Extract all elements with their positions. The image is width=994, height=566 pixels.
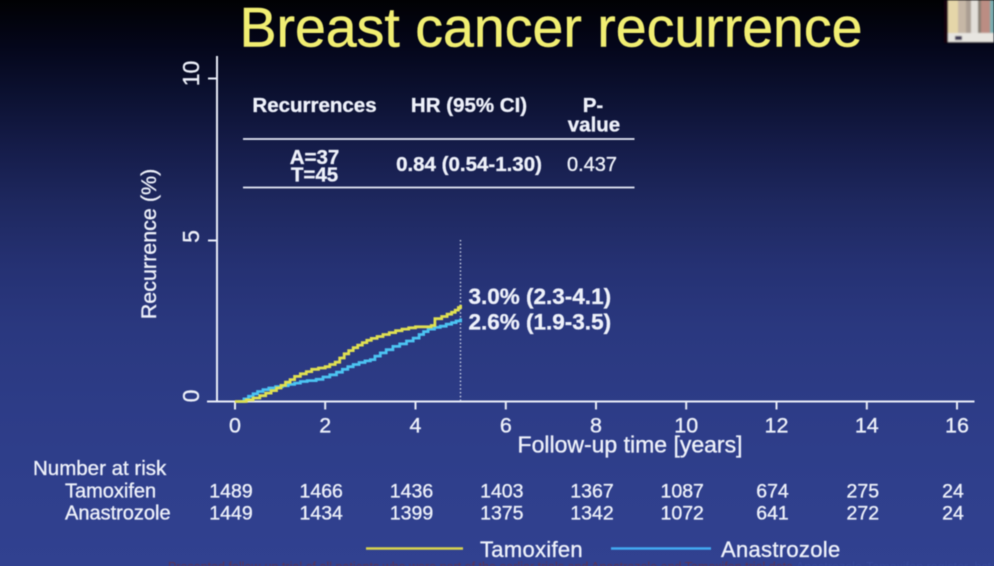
svg-text:HR (95% CI): HR (95% CI) xyxy=(411,94,527,117)
svg-text:272: 272 xyxy=(847,503,880,525)
svg-text:4: 4 xyxy=(410,414,422,438)
svg-text:3.0% (2.3-4.1): 3.0% (2.3-4.1) xyxy=(469,284,612,309)
svg-text:Breast cancer recurrence: Breast cancer recurrence xyxy=(239,0,862,59)
svg-text:1489: 1489 xyxy=(209,481,252,503)
svg-text:T=45: T=45 xyxy=(291,164,338,187)
svg-text:P-: P- xyxy=(583,94,604,117)
svg-text:1466: 1466 xyxy=(300,481,343,503)
svg-text:6: 6 xyxy=(500,414,512,438)
svg-text:1342: 1342 xyxy=(570,503,613,525)
svg-text:1434: 1434 xyxy=(300,503,344,525)
svg-text:0.437: 0.437 xyxy=(567,154,617,176)
svg-text:1367: 1367 xyxy=(570,481,613,503)
svg-text:1399: 1399 xyxy=(390,503,433,525)
svg-text:0.84 (0.54-1.30): 0.84 (0.54-1.30) xyxy=(396,153,542,176)
svg-text:1072: 1072 xyxy=(661,503,704,525)
svg-text:24: 24 xyxy=(942,503,964,525)
svg-text:24: 24 xyxy=(942,481,964,503)
svg-text:275: 275 xyxy=(847,481,880,503)
svg-text:8: 8 xyxy=(590,414,602,438)
svg-text:Tamoxifen: Tamoxifen xyxy=(480,537,583,562)
svg-text:1436: 1436 xyxy=(390,481,433,503)
svg-text:14: 14 xyxy=(855,414,879,438)
svg-text:Presented follow-up trial of a: Presented follow-up trial of all patient… xyxy=(168,560,994,566)
svg-text:value: value xyxy=(568,114,620,137)
svg-text:Tamoxifen: Tamoxifen xyxy=(65,481,156,503)
svg-text:Number at risk: Number at risk xyxy=(33,457,167,480)
svg-text:Follow-up time [years]: Follow-up time [years] xyxy=(518,432,743,458)
svg-text:1403: 1403 xyxy=(480,481,523,503)
svg-text:641: 641 xyxy=(756,503,789,525)
svg-text:1087: 1087 xyxy=(661,481,704,503)
svg-text:2.6% (1.9-3.5): 2.6% (1.9-3.5) xyxy=(469,310,612,335)
svg-text:5: 5 xyxy=(178,230,204,243)
svg-text:Anastrozole: Anastrozole xyxy=(721,537,840,562)
svg-text:1375: 1375 xyxy=(480,503,524,525)
svg-text:10: 10 xyxy=(674,414,698,438)
svg-text:2: 2 xyxy=(319,414,331,438)
svg-text:0: 0 xyxy=(229,414,241,438)
svg-text:Anastrozole: Anastrozole xyxy=(65,503,171,525)
svg-text:12: 12 xyxy=(765,414,789,438)
svg-text:0: 0 xyxy=(178,390,204,403)
svg-text:A=37: A=37 xyxy=(290,146,340,169)
svg-text:674: 674 xyxy=(756,481,789,503)
svg-text:16: 16 xyxy=(945,414,969,438)
svg-text:10: 10 xyxy=(178,61,204,87)
svg-text:Recurrence (%): Recurrence (%) xyxy=(137,169,161,320)
svg-text:1449: 1449 xyxy=(209,503,252,525)
svg-text:Recurrences: Recurrences xyxy=(252,94,376,117)
